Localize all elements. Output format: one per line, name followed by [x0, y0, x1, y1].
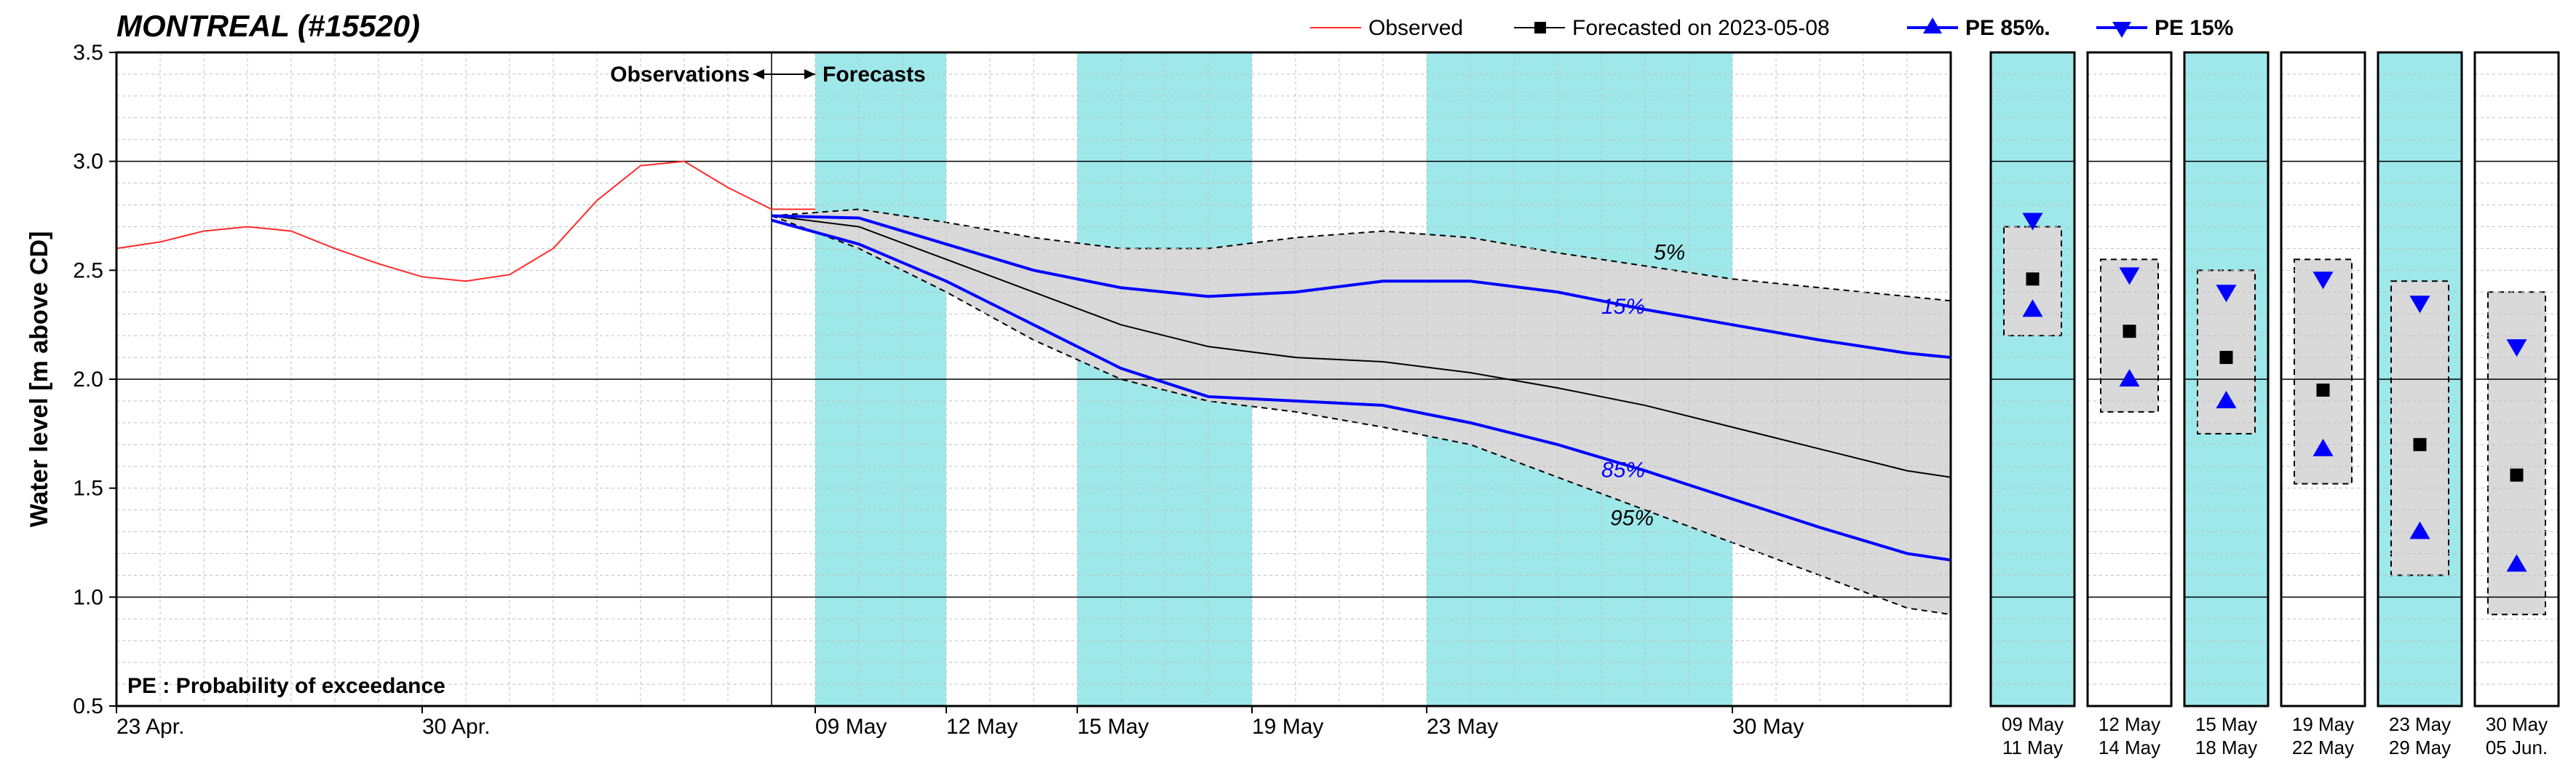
svg-text:05 Jun.: 05 Jun.	[2486, 737, 2548, 758]
svg-text:5%: 5%	[1654, 240, 1685, 264]
svg-text:30 May: 30 May	[2486, 713, 2548, 735]
svg-text:23 May: 23 May	[2389, 713, 2451, 735]
chart-title: MONTREAL (#15520)	[116, 9, 420, 43]
svg-text:85%: 85%	[1601, 459, 1645, 483]
svg-text:Observed: Observed	[1368, 16, 1463, 40]
forecast-panel: 12 May14 May	[2088, 52, 2171, 758]
svg-text:95%: 95%	[1610, 507, 1654, 531]
svg-text:2.0: 2.0	[73, 368, 103, 392]
svg-text:19 May: 19 May	[2292, 713, 2354, 735]
forecast-panel: 23 May29 May	[2378, 52, 2462, 758]
observations-label: Observations	[610, 63, 750, 87]
svg-text:3.0: 3.0	[73, 150, 103, 174]
median-marker	[2026, 272, 2040, 285]
water-level-forecast-chart: 5%15%85%95%0.51.01.52.02.53.03.50.51.01.…	[0, 0, 2576, 781]
svg-text:12 May: 12 May	[2099, 713, 2160, 735]
median-marker	[2220, 351, 2233, 364]
svg-text:23 Apr.: 23 Apr.	[116, 715, 184, 739]
median-marker	[2510, 469, 2524, 482]
svg-text:PE 85%.: PE 85%.	[1965, 16, 2050, 40]
y-axis-label: Water level [m above CD]	[25, 231, 53, 528]
forecast-panel: 19 May22 May	[2281, 52, 2365, 758]
median-marker	[2317, 384, 2330, 397]
svg-text:09 May: 09 May	[2002, 713, 2064, 735]
svg-text:29 May: 29 May	[2389, 737, 2451, 758]
forecast-panel: 15 May18 May	[2184, 52, 2268, 758]
median-marker	[2123, 325, 2136, 338]
svg-text:23 May: 23 May	[1427, 715, 1498, 739]
svg-text:22 May: 22 May	[2292, 737, 2354, 758]
svg-text:2.5: 2.5	[73, 258, 103, 282]
svg-text:30 Apr.: 30 Apr.	[422, 715, 490, 739]
svg-text:14 May: 14 May	[2099, 737, 2160, 758]
svg-text:1.0: 1.0	[73, 585, 103, 609]
svg-text:09 May: 09 May	[815, 715, 887, 739]
pe-footnote: PE : Probability of exceedance	[127, 674, 445, 698]
svg-text:1.5: 1.5	[73, 477, 103, 501]
svg-text:PE 15%: PE 15%	[2155, 16, 2233, 40]
svg-text:11 May: 11 May	[2002, 737, 2063, 758]
svg-text:18 May: 18 May	[2195, 737, 2257, 758]
forecast-panel: 30 May05 Jun.	[2475, 52, 2559, 758]
median-marker	[2414, 438, 2427, 451]
svg-text:30 May: 30 May	[1732, 715, 1804, 739]
svg-text:15 May: 15 May	[1077, 715, 1149, 739]
forecast-panel: 09 May11 May	[1991, 52, 2074, 758]
svg-text:3.5: 3.5	[73, 41, 103, 65]
svg-text:0.5: 0.5	[73, 694, 103, 718]
svg-text:12 May: 12 May	[946, 715, 1018, 739]
svg-text:15 May: 15 May	[2195, 713, 2257, 735]
forecasts-label: Forecasts	[823, 63, 926, 87]
svg-text:15%: 15%	[1601, 295, 1645, 319]
uncertainty-band	[772, 210, 1951, 615]
svg-text:19 May: 19 May	[1252, 715, 1323, 739]
svg-text:Forecasted on 2023-05-08: Forecasted on 2023-05-08	[1572, 16, 1830, 40]
